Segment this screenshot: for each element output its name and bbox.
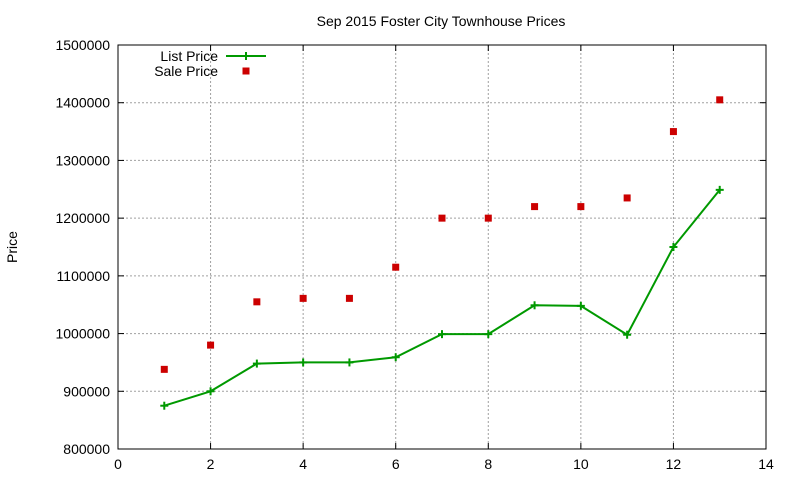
list-price-point [484, 330, 493, 339]
list-price-point [206, 387, 215, 396]
y-tick-label: 900000 [63, 383, 110, 399]
x-tick-label: 8 [484, 456, 492, 472]
x-tick-label: 0 [114, 456, 122, 472]
legend-label-list-price: List Price [160, 48, 218, 64]
list-price-point [530, 301, 539, 310]
sale-price-point [484, 214, 492, 222]
plot-frame [117, 44, 767, 450]
y-tick-label: 1500000 [55, 37, 110, 53]
list-price-point [669, 243, 678, 251]
list-price-point [252, 359, 261, 368]
sale-price-point [438, 214, 446, 222]
x-tick-label: 6 [392, 456, 400, 472]
y-tick-label: 1200000 [55, 210, 110, 226]
sale-price-point [253, 298, 261, 306]
sale-price-point [392, 263, 400, 271]
y-tick-label: 1100000 [57, 268, 111, 284]
sale-price-point [577, 203, 585, 211]
legend-swatch-sale-price [242, 67, 250, 75]
list-price-point [576, 301, 585, 310]
y-tick-label: 800000 [63, 441, 110, 457]
x-tick-label: 12 [666, 456, 682, 472]
legend-swatches [226, 52, 266, 75]
sale-price-point [531, 203, 539, 211]
x-tick-label: 14 [758, 456, 774, 472]
sale-price-point [669, 128, 677, 136]
list-price-point [345, 358, 354, 367]
x-tick-label: 4 [299, 456, 307, 472]
legend: List Price Sale Price [154, 48, 266, 79]
sale-price-point [716, 96, 724, 104]
list-price-point [623, 330, 632, 339]
list-price-point [160, 401, 169, 410]
y-axis-label: Price [4, 231, 20, 263]
sale-price-point [299, 294, 307, 302]
legend-marker-list-price [242, 52, 250, 60]
chart-title: Sep 2015 Foster City Townhouse Prices [317, 13, 566, 29]
x-tick-label: 2 [207, 456, 215, 472]
list-price-point [438, 330, 446, 339]
sale-price-point [160, 365, 168, 373]
list-price-point [715, 185, 724, 194]
y-tick-label: 1000000 [55, 326, 110, 342]
list-price-point [391, 353, 400, 362]
legend-label-sale-price: Sale Price [154, 63, 218, 79]
x-tick-label: 10 [573, 456, 589, 472]
y-tick-label: 1300000 [55, 152, 110, 168]
series-line-list-price [163, 189, 721, 407]
series-layer [160, 96, 724, 410]
sale-price-point [623, 194, 631, 202]
y-tick-label: 1400000 [55, 95, 110, 111]
sale-price-point [207, 341, 215, 349]
list-price-point [299, 358, 308, 367]
sale-price-point [345, 294, 353, 302]
axes: 0 2 4 6 8 10 12 14 800000 900000 1000000 1100000 120… [55, 37, 774, 472]
